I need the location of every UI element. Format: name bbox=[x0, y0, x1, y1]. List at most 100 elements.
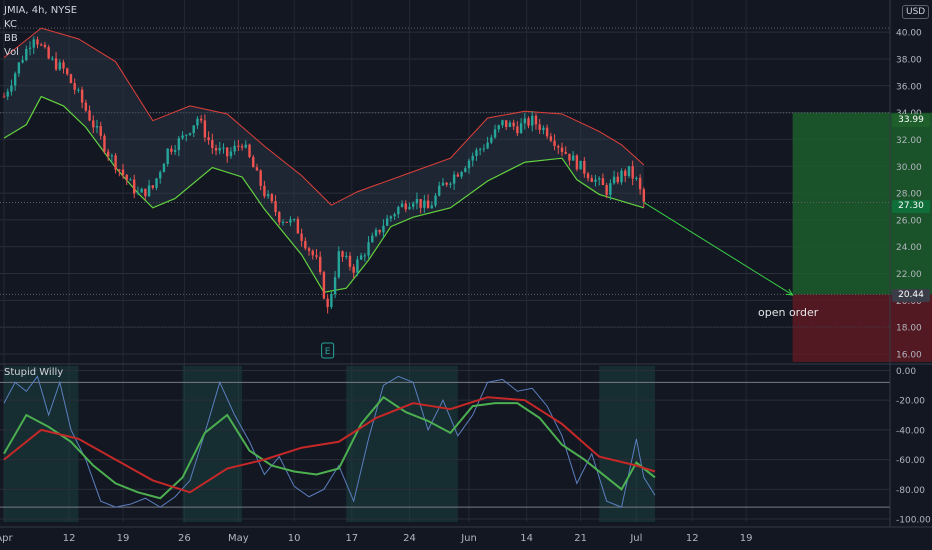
stop-price-label: 20.44 bbox=[892, 289, 930, 302]
candle-body bbox=[457, 175, 459, 177]
x-tick-label: 21 bbox=[574, 533, 587, 544]
candle-body bbox=[568, 154, 570, 161]
candle-body bbox=[133, 180, 135, 194]
candle-body bbox=[442, 183, 444, 186]
legend-vol[interactable]: Vol bbox=[4, 46, 77, 60]
candle-body bbox=[379, 230, 381, 232]
candle-body bbox=[587, 174, 589, 179]
currency-badge[interactable]: USD bbox=[902, 5, 929, 19]
candle-body bbox=[237, 146, 239, 147]
candle-body bbox=[520, 123, 522, 133]
candle-body bbox=[140, 189, 142, 193]
candle-body bbox=[472, 156, 474, 161]
candle-body bbox=[96, 126, 98, 127]
candle-body bbox=[565, 152, 567, 154]
candle-body bbox=[271, 194, 273, 201]
candle-body bbox=[453, 175, 455, 184]
candle-body bbox=[70, 74, 72, 83]
candle-body bbox=[233, 146, 235, 152]
candle-body bbox=[631, 166, 633, 178]
y-tick-label: 22.00 bbox=[896, 270, 922, 280]
x-tick-label: 24 bbox=[403, 533, 416, 544]
oscillator-title[interactable]: Stupid Willy bbox=[4, 367, 63, 378]
oscillator-lines bbox=[4, 376, 655, 507]
osc-y-tick-label: -40.00 bbox=[896, 426, 925, 436]
candle-body bbox=[166, 149, 168, 164]
candle-body bbox=[170, 149, 172, 152]
oscillator-line-1 bbox=[4, 397, 655, 498]
candle-body bbox=[483, 148, 485, 149]
candle-body bbox=[542, 128, 544, 130]
candle-body bbox=[259, 171, 261, 186]
candle-body bbox=[360, 255, 362, 259]
candle-body bbox=[144, 189, 146, 196]
candle-body bbox=[624, 171, 626, 176]
symbol-title[interactable]: JMIA, 4h, NYSE bbox=[4, 4, 77, 18]
y-tick-label: 38.00 bbox=[896, 55, 922, 65]
candle-body bbox=[382, 226, 384, 233]
candle-body bbox=[602, 178, 604, 185]
candle-body bbox=[163, 164, 165, 172]
candle-body bbox=[338, 251, 340, 277]
candle-body bbox=[516, 126, 518, 133]
candle-body bbox=[524, 118, 526, 123]
candle-body bbox=[356, 260, 358, 273]
candle-body bbox=[490, 137, 492, 142]
candle-body bbox=[505, 120, 507, 127]
candle-body bbox=[77, 90, 79, 91]
candle-body bbox=[319, 257, 321, 272]
candle-body bbox=[62, 62, 64, 68]
candle-body bbox=[118, 170, 120, 171]
candle-body bbox=[501, 120, 503, 125]
candle-body bbox=[18, 62, 20, 73]
x-tick-label: Jun bbox=[460, 533, 477, 544]
candle-body bbox=[10, 86, 12, 92]
candle-body bbox=[419, 199, 421, 208]
y-tick-label: 32.00 bbox=[896, 136, 922, 146]
osc-y-tick-label: -20.00 bbox=[896, 397, 925, 407]
candle-body bbox=[14, 73, 16, 85]
candle-body bbox=[408, 207, 410, 209]
candle-body bbox=[107, 152, 109, 157]
oscillator-line-0 bbox=[4, 376, 655, 507]
candle-body bbox=[512, 123, 514, 127]
candle-body bbox=[397, 207, 399, 214]
candle-body bbox=[527, 118, 529, 125]
candle-body bbox=[7, 92, 9, 97]
candle-body bbox=[263, 186, 265, 196]
candle-body bbox=[390, 216, 392, 218]
candle-body bbox=[282, 222, 284, 223]
candle-body bbox=[323, 272, 325, 298]
candle-body bbox=[434, 196, 436, 206]
legend-bb[interactable]: BB bbox=[4, 32, 77, 46]
candle-body bbox=[349, 256, 351, 267]
candle-body bbox=[498, 125, 500, 129]
x-tick-label: 26 bbox=[178, 533, 191, 544]
open-order-label: open order bbox=[758, 306, 818, 319]
earnings-marker-label: E bbox=[325, 347, 331, 357]
candle-body bbox=[639, 178, 641, 189]
candle-body bbox=[103, 136, 105, 152]
candle-body bbox=[334, 277, 336, 294]
x-tick-label: 10 bbox=[288, 533, 301, 544]
candle-body bbox=[553, 141, 555, 146]
candle-body bbox=[579, 161, 581, 169]
legend-kc[interactable]: KC bbox=[4, 18, 77, 32]
candle-body bbox=[341, 251, 343, 257]
chart-legend: JMIA, 4h, NYSE KC BB Vol bbox=[4, 4, 77, 60]
osc-y-tick-label: 0.00 bbox=[896, 367, 916, 377]
candle-body bbox=[92, 120, 94, 127]
candle-body bbox=[509, 123, 511, 127]
osc-y-tick-label: -80.00 bbox=[896, 486, 925, 496]
candle-body bbox=[85, 103, 87, 111]
candle-body bbox=[375, 230, 377, 236]
candle-body bbox=[613, 177, 615, 184]
candle-body bbox=[445, 183, 447, 185]
y-tick-label: 40.00 bbox=[896, 29, 922, 39]
candle-body bbox=[460, 172, 462, 177]
candle-body bbox=[312, 251, 314, 255]
candle-body bbox=[591, 178, 593, 182]
candle-body bbox=[364, 255, 366, 256]
candle-body bbox=[293, 219, 295, 220]
